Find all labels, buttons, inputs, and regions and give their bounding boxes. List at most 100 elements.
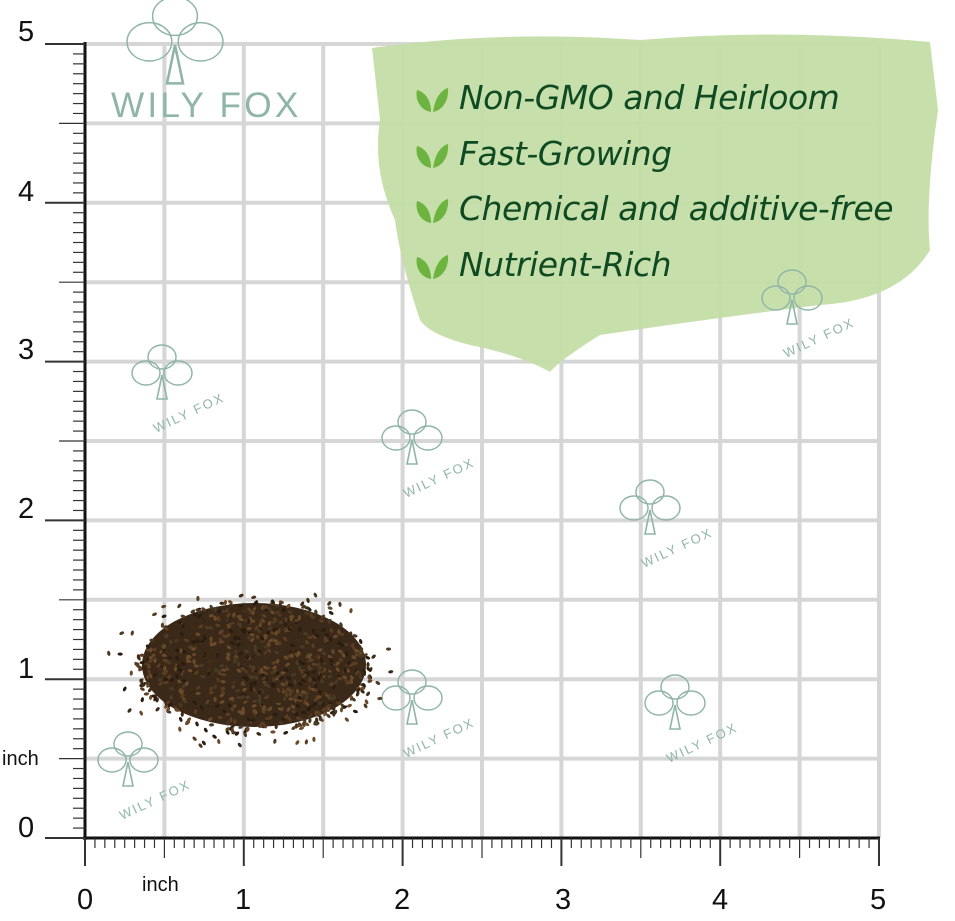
seed xyxy=(219,700,225,704)
seed xyxy=(167,656,173,660)
seed xyxy=(272,627,276,633)
x-unit-label: inch xyxy=(142,874,179,896)
seed xyxy=(352,634,358,638)
seed xyxy=(271,660,277,665)
seed xyxy=(257,699,262,705)
seed xyxy=(283,636,288,642)
seed xyxy=(161,614,167,619)
seed xyxy=(147,669,151,675)
seed xyxy=(215,657,219,663)
seed xyxy=(139,678,144,684)
seed xyxy=(163,665,167,671)
seed xyxy=(262,723,267,729)
seed xyxy=(293,679,297,685)
seed xyxy=(169,639,173,645)
seed xyxy=(322,657,327,663)
seed xyxy=(300,601,305,607)
seed xyxy=(310,707,316,712)
seed xyxy=(321,702,325,708)
seed xyxy=(192,612,198,617)
seed xyxy=(270,670,275,675)
seed xyxy=(256,651,261,657)
seed xyxy=(174,622,180,626)
seed xyxy=(327,654,333,659)
seed xyxy=(212,641,217,647)
seed xyxy=(266,630,270,636)
seed xyxy=(365,656,371,660)
seed xyxy=(296,703,300,709)
seed xyxy=(333,654,339,658)
seed xyxy=(277,707,283,711)
seed xyxy=(371,654,376,659)
seed xyxy=(238,725,244,729)
seed xyxy=(192,658,196,665)
seed xyxy=(152,612,157,617)
seed xyxy=(195,608,201,613)
seed xyxy=(130,630,134,636)
seed xyxy=(286,603,291,609)
seed xyxy=(287,626,292,632)
seed xyxy=(175,674,179,680)
seed xyxy=(297,665,301,671)
seed xyxy=(231,623,235,629)
seed xyxy=(280,671,286,675)
seed xyxy=(266,652,273,656)
seed xyxy=(263,708,269,712)
seed xyxy=(261,676,267,681)
seed xyxy=(179,648,183,654)
wily-fox-logo: WILY FOX xyxy=(644,674,740,766)
seed xyxy=(190,640,197,644)
seed xyxy=(297,615,302,621)
y-tick-label: 4 xyxy=(18,176,35,208)
seed xyxy=(161,604,167,609)
seed xyxy=(342,705,348,709)
seed xyxy=(304,691,310,697)
seed xyxy=(236,649,241,654)
seed xyxy=(276,699,282,704)
seed xyxy=(194,670,199,675)
seed xyxy=(178,726,182,732)
seed xyxy=(186,633,192,637)
seed xyxy=(362,682,366,688)
seed xyxy=(152,673,158,678)
seed xyxy=(238,593,244,598)
seed xyxy=(232,612,236,618)
seed xyxy=(240,666,246,671)
seed xyxy=(278,620,284,625)
seed xyxy=(298,626,302,632)
seed xyxy=(328,611,334,615)
seed xyxy=(139,653,145,657)
seed xyxy=(226,613,231,617)
seed xyxy=(274,614,280,619)
seed xyxy=(316,695,322,699)
seed xyxy=(155,707,160,712)
seed xyxy=(268,638,274,643)
seed xyxy=(163,626,169,631)
seed xyxy=(250,637,255,643)
seed xyxy=(242,628,246,634)
wily-fox-logo: WILY FOX xyxy=(381,669,477,761)
seed xyxy=(173,666,178,672)
seed xyxy=(202,635,207,641)
seed xyxy=(166,707,171,712)
seed xyxy=(227,607,233,613)
seed xyxy=(246,722,252,727)
seed xyxy=(358,638,363,644)
seed xyxy=(207,667,212,673)
seed xyxy=(201,607,206,612)
seed xyxy=(167,674,171,680)
seed xyxy=(335,661,340,666)
seed xyxy=(300,690,307,694)
seed xyxy=(217,715,223,720)
seed xyxy=(195,639,201,643)
seed xyxy=(236,642,241,647)
seed xyxy=(166,661,172,665)
seed xyxy=(229,717,233,723)
seed xyxy=(208,614,214,618)
seed xyxy=(250,718,256,722)
y-tick-label: 1 xyxy=(18,653,35,685)
seed xyxy=(319,657,324,663)
seed xyxy=(343,667,347,673)
seed xyxy=(356,670,361,675)
feature-item: Nutrient-Rich xyxy=(415,245,672,284)
